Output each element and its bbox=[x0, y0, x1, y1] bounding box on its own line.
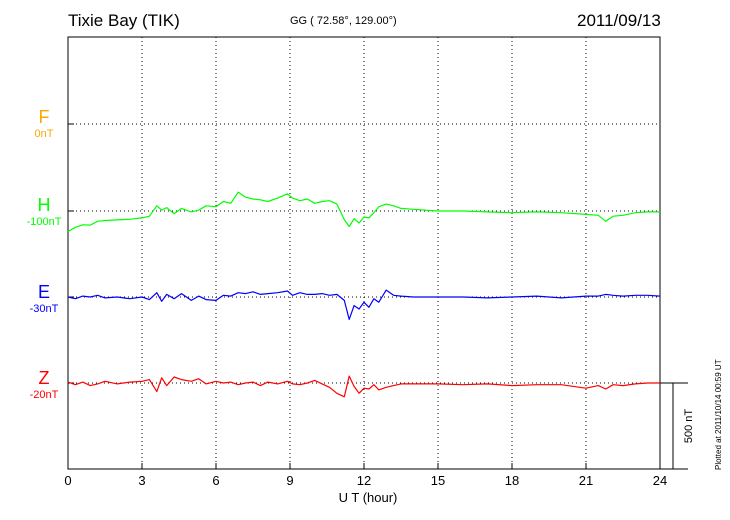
component-label-e: E -30nT bbox=[14, 282, 74, 316]
x-tick-label: 15 bbox=[431, 473, 445, 488]
x-tick-label: 18 bbox=[505, 473, 519, 488]
component-label-z: Z -20nT bbox=[14, 368, 74, 402]
x-tick-label: 6 bbox=[212, 473, 219, 488]
component-letter-f: F bbox=[38, 107, 50, 127]
x-tick-label: 24 bbox=[653, 473, 667, 488]
x-tick-label: 0 bbox=[64, 473, 71, 488]
x-ticks: 0 3 6 9 12 15 18 21 24 bbox=[64, 463, 667, 488]
plotted-timestamp: Plotted at 2011/10/14 00:59 UT bbox=[714, 359, 723, 470]
x-tick-label: 9 bbox=[286, 473, 293, 488]
scale-bar: 500 nT bbox=[660, 382, 695, 470]
component-label-f: F 0nT bbox=[14, 107, 74, 141]
component-label-h: H -100nT bbox=[14, 195, 74, 229]
scale-bar-label: 500 nT bbox=[683, 409, 695, 444]
series-line-h bbox=[67, 191, 660, 233]
traces bbox=[67, 191, 661, 398]
component-baseline-z: -20nT bbox=[29, 389, 59, 401]
component-letter-e: E bbox=[37, 282, 50, 302]
x-tick-label: 21 bbox=[579, 473, 593, 488]
component-baseline-h: -100nT bbox=[26, 216, 62, 228]
station-title: Tixie Bay (TIK) bbox=[68, 11, 180, 30]
x-tick-label: 12 bbox=[357, 473, 371, 488]
x-tick-label: 3 bbox=[138, 473, 145, 488]
component-letter-z: Z bbox=[38, 368, 50, 388]
grid bbox=[68, 37, 660, 469]
component-baseline-f: 0nT bbox=[34, 128, 54, 140]
x-axis-label: U T (hour) bbox=[339, 490, 398, 505]
component-baseline-e: -30nT bbox=[29, 303, 59, 315]
series-line-z bbox=[67, 375, 660, 398]
plot-date: 2011/09/13 bbox=[577, 11, 661, 30]
series-line-e bbox=[67, 289, 661, 320]
station-coordinates: GG ( 72.58°, 129.00°) bbox=[290, 15, 397, 27]
component-letter-h: H bbox=[37, 195, 51, 215]
